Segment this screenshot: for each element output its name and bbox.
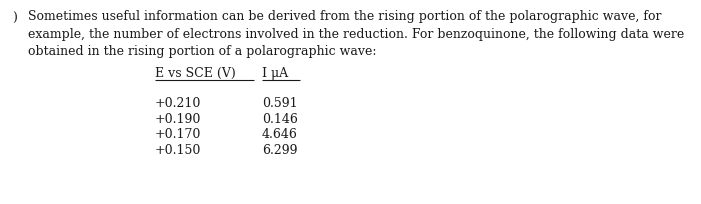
Text: 4.646: 4.646 <box>262 127 298 140</box>
Text: 0.591: 0.591 <box>262 96 298 110</box>
Text: E vs SCE (V): E vs SCE (V) <box>155 67 236 80</box>
Text: +0.210: +0.210 <box>155 96 201 110</box>
Text: Sometimes useful information can be derived from the rising portion of the polar: Sometimes useful information can be deri… <box>28 10 662 23</box>
Text: +0.170: +0.170 <box>155 127 201 140</box>
Text: 0.146: 0.146 <box>262 112 298 125</box>
Text: ): ) <box>12 12 17 25</box>
Text: 6.299: 6.299 <box>262 143 297 156</box>
Text: example, the number of electrons involved in the reduction. For benzoquinone, th: example, the number of electrons involve… <box>28 27 684 40</box>
Text: obtained in the rising portion of a polarographic wave:: obtained in the rising portion of a pola… <box>28 45 376 58</box>
Text: +0.150: +0.150 <box>155 143 201 156</box>
Text: I μA: I μA <box>262 67 288 80</box>
Text: +0.190: +0.190 <box>155 112 201 125</box>
